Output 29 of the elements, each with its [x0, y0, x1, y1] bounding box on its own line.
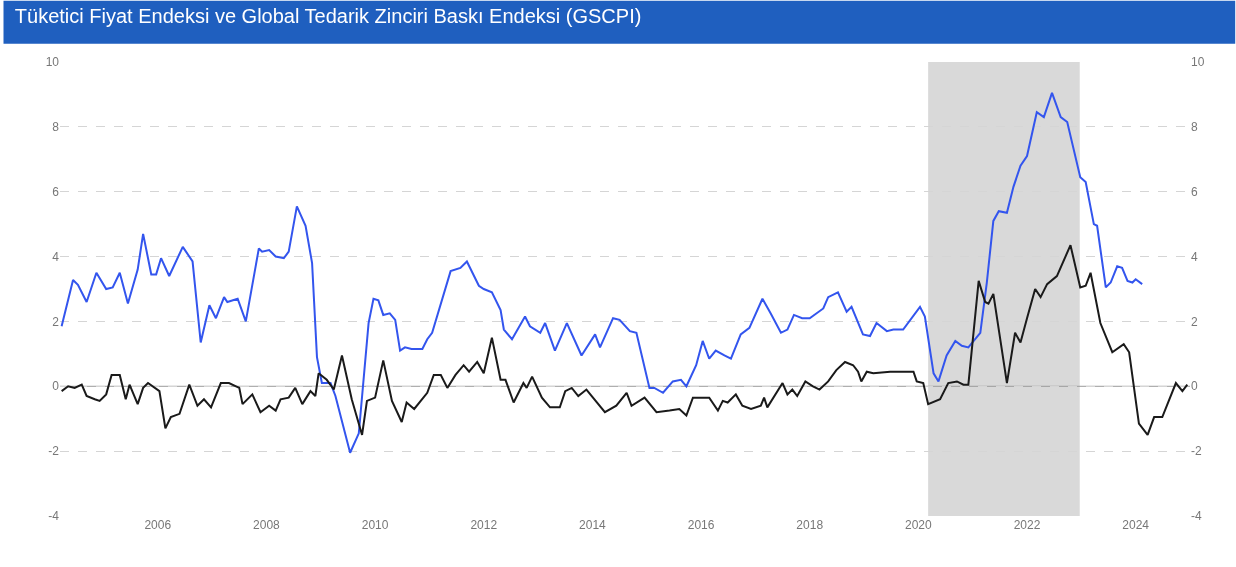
x-tick-label: 2020	[905, 518, 933, 532]
y2-tick-label: 8	[1191, 120, 1198, 135]
y-tick-label: 6	[52, 184, 60, 199]
y-tick-label: 10	[45, 55, 60, 70]
y-tick-label: 4	[52, 249, 60, 264]
y-tick-label: -4	[48, 509, 60, 524]
x-tick-label: 2008	[253, 518, 281, 532]
y2-tick-label: 4	[1191, 249, 1198, 264]
x-tick-label: 2010	[361, 518, 389, 532]
chart-title: Tüketici Fiyat Endeksi ve Global Tedarik Zinciri Baskı Endeksi (GSCPI)	[14, 4, 642, 27]
line-series	[60, 244, 1189, 436]
y2-tick-label: -4	[1191, 509, 1202, 524]
y-tick-label: -2	[48, 444, 60, 459]
line-series	[60, 91, 1144, 454]
y2-tick-label: 0	[1191, 379, 1198, 394]
y2-tick-label: 6	[1191, 184, 1198, 199]
y2-tick-label: -2	[1191, 444, 1202, 459]
y2-tick-label: 10	[1191, 55, 1205, 70]
x-tick-label: 2024	[1122, 518, 1150, 532]
x-tick-label: 2016	[687, 518, 715, 532]
x-tick-label: 2012	[470, 518, 498, 532]
x-tick-label: 2014	[579, 518, 607, 532]
x-tick-label: 2006	[144, 518, 172, 532]
y-tick-label: 0	[52, 379, 60, 394]
x-tick-label: 2018	[796, 518, 824, 532]
y2-tick-label: 2	[1191, 314, 1198, 329]
y-tick-label: 8	[52, 120, 60, 135]
y-tick-label: 2	[52, 314, 60, 329]
x-tick-label: 2022	[1013, 518, 1041, 532]
